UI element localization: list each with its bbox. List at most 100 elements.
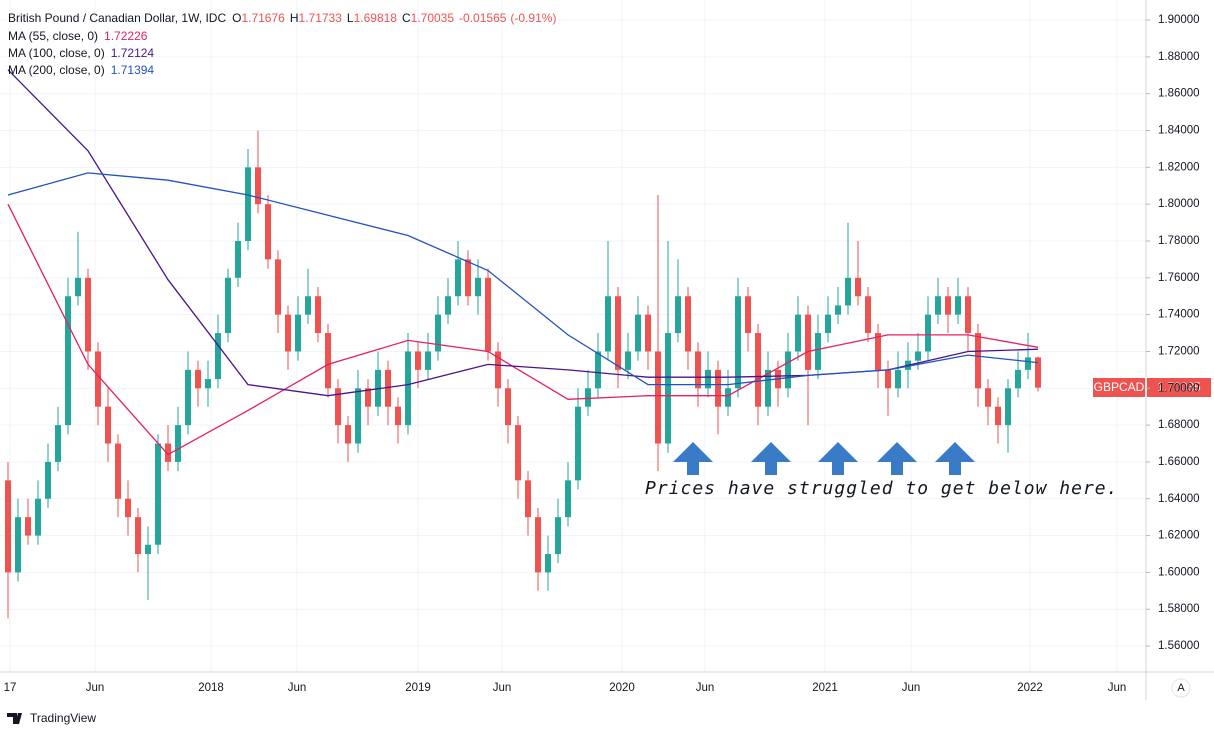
- candle-body: [475, 277, 481, 297]
- price-tag: [1147, 378, 1211, 397]
- candle-body: [665, 333, 671, 444]
- candle-body: [245, 167, 251, 241]
- candle-body: [855, 277, 861, 297]
- candle-body: [625, 351, 631, 370]
- candle-body: [215, 333, 221, 380]
- x-tick-label: Jun: [493, 682, 512, 694]
- candle-body: [1025, 357, 1031, 370]
- y-tick-label: 1.64000: [1158, 493, 1200, 505]
- candle-body: [1035, 357, 1041, 388]
- candle-body: [435, 314, 441, 352]
- candle-body: [555, 517, 561, 554]
- change: -0.01565: [459, 11, 507, 25]
- arrow: [818, 442, 858, 475]
- candle-body: [295, 314, 301, 352]
- y-tick-label: 1.58000: [1158, 603, 1200, 615]
- ohlc-label: C: [402, 11, 411, 25]
- candle-body: [315, 296, 321, 334]
- legend-value: 1.71394: [111, 63, 155, 77]
- candle-body: [455, 259, 461, 297]
- x-tick-label: Jun: [86, 682, 105, 694]
- candle-body: [135, 517, 141, 554]
- candle-body: [265, 204, 271, 260]
- candle-body: [425, 351, 431, 370]
- candle-body: [695, 351, 701, 389]
- y-tick-label: 1.76000: [1158, 272, 1200, 284]
- candle-body: [505, 388, 511, 426]
- candle-body: [835, 305, 841, 315]
- y-tick-label: 1.88000: [1158, 51, 1200, 63]
- scale-button-label[interactable]: A: [1177, 682, 1185, 694]
- candle-body: [645, 314, 651, 352]
- ohlc-value: 1.71733: [299, 11, 343, 25]
- candle-body: [85, 277, 91, 352]
- ma-line: [7, 203, 1039, 456]
- candle-body: [685, 296, 691, 352]
- candle-body: [175, 425, 181, 462]
- brand: TradingView: [30, 711, 96, 725]
- candle-body: [195, 369, 201, 389]
- y-tick-label: 1.70000: [1158, 382, 1200, 394]
- x-tick-label: 2020: [609, 682, 635, 694]
- candle-body: [655, 351, 661, 444]
- x-tick-label: Jun: [902, 682, 921, 694]
- candle-body: [975, 333, 981, 389]
- candle-body: [205, 379, 211, 389]
- legend-entry: MA (100, close, 0) 1.72124: [8, 46, 154, 60]
- ohlc-value: 1.71676: [241, 11, 285, 25]
- candle-body: [715, 369, 721, 407]
- candle-body: [145, 544, 151, 554]
- candle-body: [565, 480, 571, 518]
- symbol-label: GBPCAD: [1094, 380, 1145, 394]
- y-tick-label: 1.78000: [1158, 235, 1200, 247]
- candle-body: [875, 333, 881, 370]
- candle-body: [935, 296, 941, 315]
- candle-body: [705, 369, 711, 389]
- candle-body: [885, 369, 891, 389]
- candle-body: [355, 388, 361, 444]
- y-tick-label: 1.56000: [1158, 640, 1200, 652]
- candle-body: [55, 425, 61, 462]
- ma-line: [7, 172, 1039, 386]
- ohlc-value: 1.70035: [411, 11, 455, 25]
- candle-body: [575, 406, 581, 481]
- candle-body: [325, 333, 331, 389]
- y-tick-label: 1.62000: [1158, 530, 1200, 542]
- legend-entry: MA (55, close, 0) 1.72226: [8, 29, 148, 43]
- candle-body: [745, 296, 751, 334]
- candle-body: [995, 406, 1001, 426]
- x-tick-label: 17: [4, 682, 17, 694]
- candle-body: [895, 369, 901, 389]
- legend: MA (55, close, 0) 1.72226 MA (100, close, …: [8, 29, 154, 77]
- arrow: [877, 442, 917, 475]
- candle-body: [845, 277, 851, 306]
- candle-body: [915, 351, 921, 361]
- change-pct: (-0.91%): [510, 11, 556, 25]
- candle-body: [345, 425, 351, 444]
- arrow: [935, 442, 975, 475]
- legend-title: British Pound / Canadian Dollar, 1W, IDC…: [8, 11, 556, 25]
- candle-body: [275, 259, 281, 315]
- y-tick-label: 1.60000: [1158, 566, 1200, 578]
- arrow: [673, 442, 713, 475]
- candle-body: [155, 443, 161, 545]
- legend-name: MA (55, close, 0): [8, 29, 98, 43]
- candle-body: [595, 351, 601, 389]
- title: British Pound / Canadian Dollar, 1W, IDC: [8, 11, 226, 25]
- candle-body: [25, 517, 31, 536]
- candle-body: [605, 296, 611, 352]
- price-label: 1.70035: [1157, 380, 1201, 394]
- candle-body: [335, 388, 341, 426]
- candle-body: [805, 314, 811, 370]
- scale-button[interactable]: [1171, 678, 1191, 698]
- candle-body: [515, 425, 521, 481]
- y-tick-label: 1.72000: [1158, 345, 1200, 357]
- x-tick-label: 2019: [405, 682, 431, 694]
- ohlc-value: 1.69818: [354, 11, 398, 25]
- candle-body: [15, 517, 21, 573]
- legend-name: MA (100, close, 0): [8, 46, 105, 60]
- y-tick-label: 1.68000: [1158, 419, 1200, 431]
- candle-body: [95, 351, 101, 407]
- candle-body: [785, 351, 791, 389]
